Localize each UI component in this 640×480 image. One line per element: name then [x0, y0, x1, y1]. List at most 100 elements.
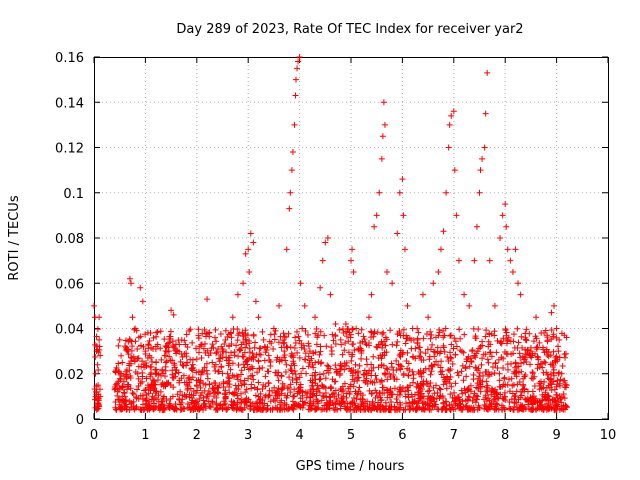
data-point — [158, 403, 165, 410]
data-point — [276, 302, 283, 309]
data-point — [188, 366, 195, 373]
data-point — [461, 291, 468, 298]
data-point — [393, 357, 400, 364]
data-point — [169, 357, 176, 364]
data-point — [440, 228, 447, 235]
data-point — [316, 389, 323, 396]
data-point — [333, 369, 340, 376]
data-point — [481, 401, 488, 408]
data-point — [417, 393, 424, 400]
data-point — [362, 406, 369, 413]
data-point — [521, 356, 528, 363]
data-point — [420, 368, 427, 375]
data-point — [416, 344, 423, 351]
data-point — [293, 76, 300, 83]
data-point — [459, 390, 466, 397]
data-point — [211, 379, 218, 386]
data-point — [299, 365, 306, 372]
data-point — [153, 396, 160, 403]
data-point — [176, 397, 183, 404]
data-point — [131, 405, 138, 412]
data-point — [262, 373, 269, 380]
data-point — [270, 325, 277, 332]
y-axis-label: ROTI / TECUs — [7, 195, 22, 280]
data-point — [510, 338, 517, 345]
data-point — [447, 332, 454, 339]
data-point — [126, 406, 133, 413]
data-point — [317, 343, 324, 350]
data-point — [202, 330, 209, 337]
data-point — [246, 268, 253, 275]
data-point — [180, 372, 187, 379]
data-point — [531, 383, 538, 390]
data-point — [162, 347, 169, 354]
data-point — [355, 330, 362, 337]
data-point — [556, 354, 563, 361]
data-point — [329, 331, 336, 338]
data-point — [387, 327, 394, 334]
data-point — [153, 329, 160, 336]
data-point — [404, 302, 411, 309]
data-point — [197, 384, 204, 391]
data-point — [342, 340, 349, 347]
data-point — [542, 403, 549, 410]
data-point — [551, 397, 558, 404]
data-point — [193, 369, 200, 376]
data-point — [377, 394, 384, 401]
data-point — [201, 326, 208, 333]
data-point — [225, 374, 232, 381]
data-point — [321, 393, 328, 400]
data-point — [520, 381, 527, 388]
data-point — [343, 359, 350, 366]
data-point — [307, 398, 314, 405]
data-point — [139, 358, 146, 365]
data-point — [370, 333, 377, 340]
data-point — [223, 354, 230, 361]
data-point — [440, 334, 447, 341]
data-point — [128, 280, 135, 287]
data-point — [219, 348, 226, 355]
data-point — [472, 364, 479, 371]
data-point — [394, 338, 401, 345]
data-point — [525, 397, 532, 404]
data-point — [507, 257, 514, 264]
data-point — [493, 406, 500, 413]
data-point — [542, 327, 549, 334]
data-point — [226, 375, 233, 382]
data-point — [321, 402, 328, 409]
data-point — [242, 389, 249, 396]
data-point — [336, 372, 343, 379]
data-point — [504, 337, 511, 344]
data-point — [304, 331, 311, 338]
data-point — [167, 382, 174, 389]
data-point — [430, 280, 437, 287]
data-point — [233, 342, 240, 349]
data-point — [138, 363, 145, 370]
data-point — [419, 291, 426, 298]
data-point — [278, 344, 285, 351]
data-point — [305, 363, 312, 370]
data-point — [551, 386, 558, 393]
data-point — [260, 336, 267, 343]
data-point — [172, 400, 179, 407]
data-point — [211, 384, 218, 391]
data-point — [489, 387, 496, 394]
data-point — [152, 343, 159, 350]
data-point — [157, 328, 164, 335]
data-point — [404, 383, 411, 390]
data-point — [554, 358, 561, 365]
data-point — [242, 344, 249, 351]
data-point — [504, 246, 511, 253]
data-point — [245, 246, 252, 253]
data-point — [527, 361, 534, 368]
data-point — [380, 99, 387, 106]
data-point — [247, 230, 254, 237]
data-point — [216, 402, 223, 409]
y-tick-label: 0 — [76, 413, 84, 428]
data-point — [221, 340, 228, 347]
data-point — [160, 383, 167, 390]
data-point — [289, 398, 296, 405]
data-point — [217, 330, 224, 337]
data-point — [419, 385, 426, 392]
data-point — [147, 383, 154, 390]
